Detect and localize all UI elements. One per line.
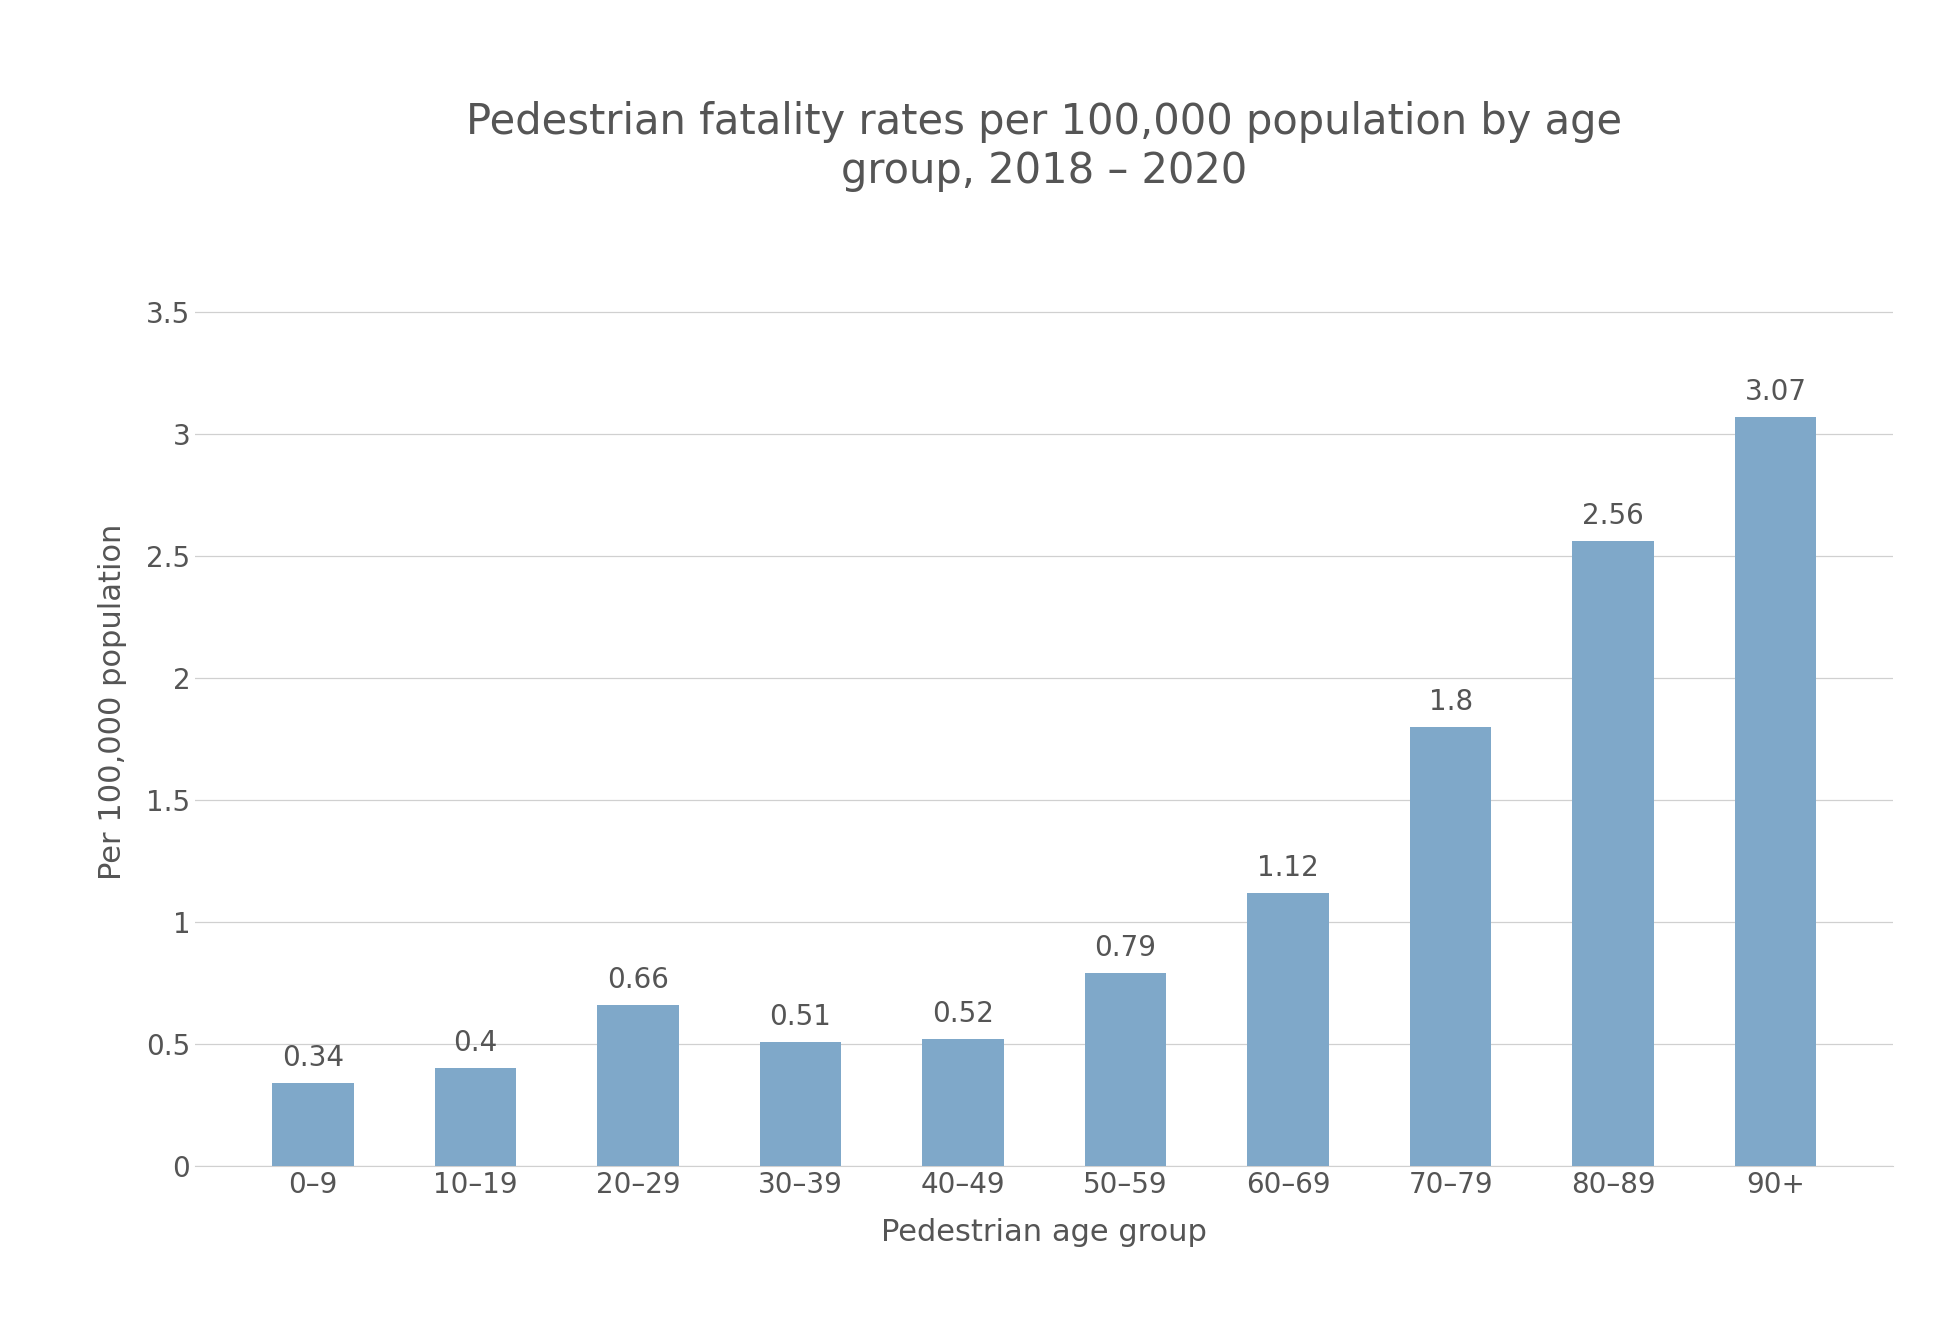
Bar [435, 1068, 515, 1166]
Bar [1247, 893, 1329, 1166]
Text: 2.56: 2.56 [1583, 502, 1644, 530]
Text: 1.8: 1.8 [1429, 688, 1472, 716]
Text: 3.07: 3.07 [1745, 378, 1808, 405]
Text: 0.52: 0.52 [933, 1000, 994, 1028]
Bar [923, 1039, 1003, 1166]
Bar [759, 1041, 841, 1166]
Y-axis label: Per 100,000 population: Per 100,000 population [98, 525, 127, 880]
Text: 0.34: 0.34 [281, 1044, 344, 1072]
Bar [273, 1083, 353, 1166]
Bar [1409, 726, 1491, 1166]
Text: 0.66: 0.66 [607, 966, 670, 994]
Title: Pedestrian fatality rates per 100,000 population by age
group, 2018 – 2020: Pedestrian fatality rates per 100,000 po… [467, 101, 1622, 192]
X-axis label: Pedestrian age group: Pedestrian age group [882, 1218, 1206, 1247]
Bar [1085, 973, 1165, 1166]
Text: 0.79: 0.79 [1095, 934, 1158, 962]
Bar [597, 1004, 679, 1166]
Bar [1573, 541, 1653, 1166]
Text: 0.51: 0.51 [769, 1003, 832, 1031]
Bar [1735, 416, 1815, 1166]
Text: 0.4: 0.4 [453, 1030, 498, 1057]
Text: 1.12: 1.12 [1257, 853, 1320, 881]
